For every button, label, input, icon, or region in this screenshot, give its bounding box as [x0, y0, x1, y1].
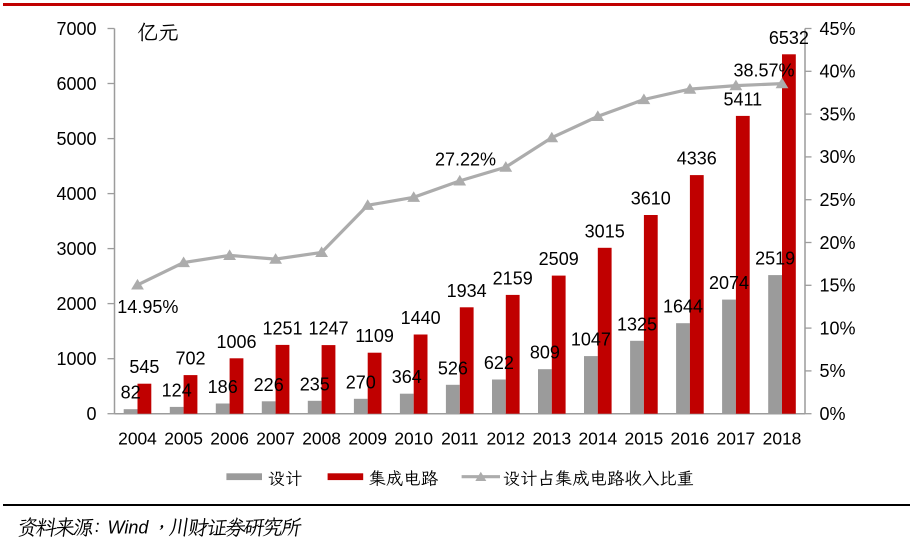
svg-text:5411: 5411: [723, 89, 762, 109]
svg-text:124: 124: [162, 380, 192, 400]
svg-text:1000: 1000: [56, 349, 96, 369]
svg-text:622: 622: [484, 353, 514, 373]
svg-text:2014: 2014: [578, 429, 617, 449]
svg-text:2012: 2012: [486, 429, 525, 449]
svg-text:82: 82: [121, 383, 141, 403]
svg-text:20%: 20%: [820, 233, 856, 253]
svg-text:364: 364: [392, 367, 422, 387]
svg-text:2013: 2013: [532, 429, 571, 449]
svg-text:Wind: Wind: [108, 518, 150, 538]
svg-text:6000: 6000: [56, 74, 96, 94]
svg-text:270: 270: [346, 372, 376, 392]
svg-text:235: 235: [300, 374, 330, 394]
svg-text:2509: 2509: [539, 249, 579, 269]
svg-text:4336: 4336: [677, 149, 717, 169]
svg-text:2074: 2074: [709, 273, 749, 293]
svg-text:6532: 6532: [769, 28, 809, 48]
svg-text:27.22%: 27.22%: [435, 149, 496, 169]
svg-text:2519: 2519: [755, 249, 795, 269]
svg-text:2004: 2004: [118, 429, 157, 449]
svg-text:35%: 35%: [820, 104, 856, 124]
svg-text:25%: 25%: [820, 190, 856, 210]
svg-text:40%: 40%: [820, 62, 856, 82]
svg-text:2018: 2018: [763, 429, 802, 449]
svg-text:10%: 10%: [820, 318, 856, 338]
svg-text:5%: 5%: [820, 361, 846, 381]
svg-text:30%: 30%: [820, 147, 856, 167]
svg-text:1440: 1440: [401, 308, 441, 328]
svg-text:0: 0: [86, 404, 96, 424]
svg-text:1247: 1247: [308, 319, 348, 339]
svg-text:7000: 7000: [56, 19, 96, 39]
svg-text:3000: 3000: [56, 239, 96, 259]
svg-text:15%: 15%: [820, 276, 856, 296]
svg-text:1047: 1047: [571, 330, 611, 350]
svg-text:545: 545: [129, 357, 159, 377]
svg-text:14.95%: 14.95%: [117, 297, 178, 317]
svg-text:1006: 1006: [216, 332, 256, 352]
svg-text:2008: 2008: [302, 429, 341, 449]
svg-text:2006: 2006: [210, 429, 249, 449]
svg-text:3610: 3610: [631, 189, 671, 209]
svg-text:4000: 4000: [56, 184, 96, 204]
svg-text:2016: 2016: [671, 429, 710, 449]
svg-text:5000: 5000: [56, 129, 96, 149]
svg-text:1644: 1644: [663, 297, 703, 317]
svg-text:2159: 2159: [493, 268, 533, 288]
svg-text:2015: 2015: [625, 429, 664, 449]
svg-text:1325: 1325: [617, 314, 657, 334]
svg-text:2011: 2011: [441, 429, 478, 449]
svg-text:2017: 2017: [717, 429, 756, 449]
svg-text:2005: 2005: [164, 429, 203, 449]
svg-text:526: 526: [438, 358, 468, 378]
svg-text:186: 186: [208, 377, 238, 397]
svg-text:2010: 2010: [394, 429, 433, 449]
svg-text:2000: 2000: [56, 294, 96, 314]
svg-text:45%: 45%: [820, 19, 856, 39]
svg-text:2009: 2009: [348, 429, 387, 449]
svg-text:809: 809: [530, 343, 560, 363]
svg-text:3015: 3015: [585, 221, 625, 241]
svg-text:38.57%: 38.57%: [733, 61, 794, 81]
svg-text:702: 702: [175, 349, 205, 369]
svg-text:1934: 1934: [447, 281, 487, 301]
svg-text:2007: 2007: [256, 429, 295, 449]
svg-text:1251: 1251: [262, 318, 302, 338]
svg-text:1109: 1109: [355, 326, 394, 346]
svg-text:226: 226: [254, 375, 284, 395]
svg-text:0%: 0%: [820, 404, 846, 424]
